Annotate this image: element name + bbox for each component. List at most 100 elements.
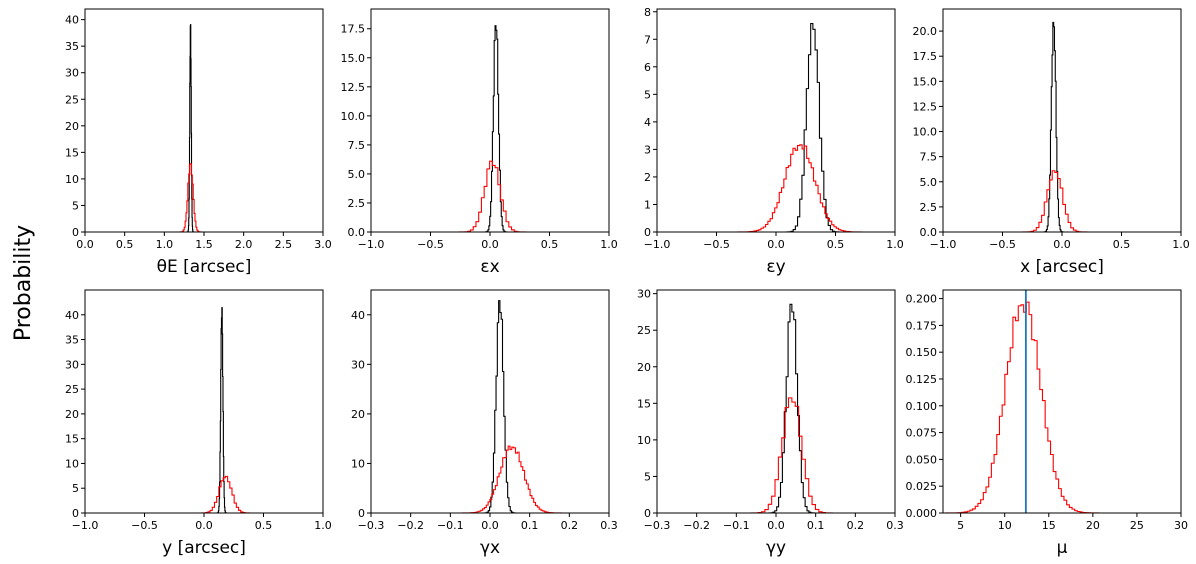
x-axis-title: εx xyxy=(480,257,499,277)
red-histogram xyxy=(943,301,1105,513)
y-tick-label: 40 xyxy=(351,309,365,322)
y-tick-label: 2 xyxy=(644,171,651,184)
x-tick-label: −0.1 xyxy=(437,519,464,532)
axes-frame xyxy=(656,8,896,233)
y-tick-label: 10 xyxy=(351,457,365,470)
x-tick-label: 0.0 xyxy=(767,238,785,251)
x-tick-label: 5 xyxy=(957,519,964,532)
x-tick-label: −0.5 xyxy=(417,238,444,251)
y-tick-label: 10 xyxy=(65,457,79,470)
x-tick-label: −1.0 xyxy=(644,238,671,251)
black-histogram xyxy=(783,23,842,232)
y-tick-label: 4 xyxy=(644,116,651,129)
black-histogram xyxy=(186,24,195,232)
plot-area xyxy=(943,290,1105,513)
x-tick-label: 20 xyxy=(1086,519,1100,532)
y-tick-label: 0 xyxy=(358,507,365,520)
x-tick-label: −0.2 xyxy=(397,519,424,532)
x-tick-label: 2.0 xyxy=(235,238,253,251)
x-tick-label: −1.0 xyxy=(72,519,99,532)
red-histogram xyxy=(178,163,203,232)
y-tick-label: 0.150 xyxy=(906,346,938,359)
y-tick-label: 35 xyxy=(65,334,79,347)
y-tick-label: 15.0 xyxy=(341,52,366,65)
y-tick-label: 3 xyxy=(644,143,651,156)
x-tick-label: −0.2 xyxy=(683,519,710,532)
y-tick-label: 5 xyxy=(72,199,79,212)
x-axis-title: y [arcsec] xyxy=(162,538,246,558)
x-tick-label: 0.5 xyxy=(541,238,559,251)
y-tick-label: 0 xyxy=(72,507,79,520)
x-axis-title: γy xyxy=(766,538,786,558)
x-tick-label: 10 xyxy=(998,519,1012,532)
black-histogram xyxy=(483,25,508,232)
black-histogram xyxy=(482,300,518,513)
x-tick-label: 0.2 xyxy=(847,519,865,532)
y-tick-label: 30 xyxy=(637,288,651,301)
x-tick-label: 0.0 xyxy=(195,519,213,532)
x-tick-label: 0.0 xyxy=(767,519,785,532)
y-tick-label: 0.050 xyxy=(906,453,938,466)
x-tick-label: 0.3 xyxy=(600,519,618,532)
axes-frame xyxy=(370,8,610,233)
x-tick-label: −0.5 xyxy=(989,238,1016,251)
y-tick-label: 7.5 xyxy=(348,139,366,152)
y-tick-label: 10.0 xyxy=(913,126,938,139)
plot-area xyxy=(1020,21,1090,232)
plot-area xyxy=(747,303,837,513)
y-tick-label: 25 xyxy=(65,93,79,106)
x-tick-label: −0.3 xyxy=(644,519,671,532)
y-tick-label: 17.5 xyxy=(913,50,938,63)
y-tick-label: 0.175 xyxy=(906,319,938,332)
figure-ylabel: Probability xyxy=(11,225,36,341)
y-tick-label: 0.125 xyxy=(906,373,938,386)
y-tick-label: 20 xyxy=(65,408,79,421)
y-tick-label: 1 xyxy=(644,198,651,211)
x-axis-title: εy xyxy=(766,257,785,277)
y-tick-label: 0.0 xyxy=(348,226,366,239)
y-tick-label: 10.0 xyxy=(341,110,366,123)
axes-frame xyxy=(942,289,1182,514)
y-tick-label: 12.5 xyxy=(341,81,366,94)
y-tick-label: 10 xyxy=(65,173,79,186)
y-tick-label: 25 xyxy=(637,324,651,337)
plot-area xyxy=(196,307,254,513)
y-tick-label: 7 xyxy=(644,33,651,46)
y-tick-label: 20.0 xyxy=(913,25,938,38)
x-tick-label: 1.0 xyxy=(156,238,174,251)
y-tick-label: 15 xyxy=(65,433,79,446)
axes-frame xyxy=(84,8,324,233)
x-tick-label: 0.0 xyxy=(481,238,499,251)
y-tick-label: 12.5 xyxy=(913,100,938,113)
red-histogram xyxy=(456,160,528,232)
plot-area xyxy=(456,25,528,232)
x-tick-label: 0.5 xyxy=(116,238,134,251)
y-tick-label: 40 xyxy=(65,14,79,27)
x-tick-label: −0.3 xyxy=(358,519,385,532)
x-tick-label: 0.5 xyxy=(255,519,273,532)
y-tick-label: 30 xyxy=(351,358,365,371)
x-tick-label: 0.1 xyxy=(521,519,539,532)
plot-area xyxy=(178,24,203,232)
x-tick-label: −0.1 xyxy=(723,519,750,532)
plot-area xyxy=(731,23,869,232)
subplot-8: 5 10 15 20 25 30 0.000 0.025 0.050 0.075 0.100 0.12… xyxy=(906,289,1188,558)
y-tick-label: 0 xyxy=(644,226,651,239)
y-tick-label: 20 xyxy=(351,408,365,421)
subplot-6: −0.3 −0.2 −0.1 0.0 0.1 0.2 0.3 0 10 20 30 40 γx xyxy=(351,289,618,558)
x-tick-label: −0.5 xyxy=(703,238,730,251)
x-tick-label: 2.5 xyxy=(275,238,293,251)
y-tick-label: 0.025 xyxy=(906,480,938,493)
x-tick-label: 30 xyxy=(1174,519,1188,532)
x-axis-title: x [arcsec] xyxy=(1020,257,1104,277)
y-tick-label: 6 xyxy=(644,61,651,74)
y-tick-label: 15 xyxy=(65,146,79,159)
plot-area xyxy=(457,300,567,513)
x-tick-label: 0.5 xyxy=(827,238,845,251)
y-tick-label: 5.0 xyxy=(348,168,366,181)
axes-frame xyxy=(942,8,1182,233)
x-axis-title: γx xyxy=(480,538,500,558)
y-tick-label: 0 xyxy=(72,226,79,239)
y-tick-label: 0.200 xyxy=(906,293,938,306)
